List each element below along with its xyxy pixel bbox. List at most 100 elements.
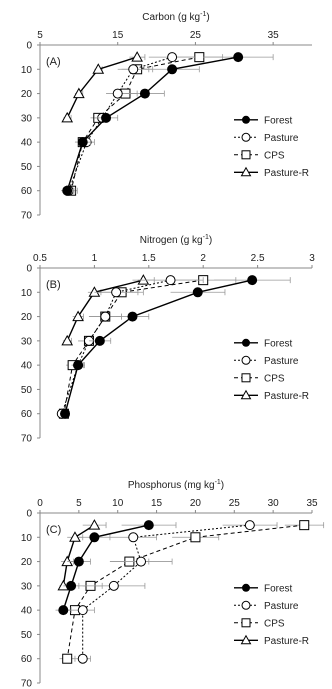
series-pasture-r	[61, 51, 146, 123]
legend-label: CPS	[264, 618, 285, 629]
y-tick-label: 70	[21, 679, 33, 689]
y-tick-label: 20	[21, 557, 33, 568]
x-tick-label: 0.5	[33, 253, 47, 264]
legend-marker	[240, 166, 252, 177]
legend-marker	[241, 618, 251, 628]
series-line	[70, 56, 200, 191]
data-point	[112, 88, 123, 99]
chart-panel-3: Phosphorus (mg kg-1) 0 5 10 15 20 25 30 35 0 10 20 3…	[21, 479, 325, 689]
series-cps	[64, 52, 224, 196]
legend-marker	[242, 583, 250, 592]
y-tick-label: 10	[21, 288, 33, 299]
y-tick-label: 50	[21, 630, 33, 641]
x-tick-label: 15	[112, 30, 124, 41]
legend-label: CPS	[264, 373, 285, 384]
y-tick-label: 0	[26, 264, 32, 275]
panel-title: Nitrogen (g kg-1)	[140, 234, 212, 246]
data-point	[88, 519, 101, 530]
series-forest	[60, 275, 291, 419]
data-point	[167, 64, 178, 75]
data-point	[61, 334, 74, 346]
series-forest	[55, 520, 177, 616]
data-point	[58, 605, 69, 616]
chart-panel-2: Nitrogen (g kg-1)0.5 1 1.5 2 2.5 301020304050…	[21, 234, 315, 445]
legend-marker	[242, 338, 250, 347]
series-line	[61, 279, 171, 414]
data-point	[194, 52, 205, 63]
panel-title-superscript: -1	[215, 479, 221, 486]
y-tick-label: 50	[21, 385, 33, 396]
data-point	[244, 520, 255, 531]
chart-panel-1: Carbon (g kg-1) 5 15 25 35 0 10 20 30 40 50 60 70 (A)…	[21, 11, 312, 222]
x-tick-label: 5	[37, 30, 43, 41]
series-pasture	[62, 52, 196, 196]
data-point	[101, 112, 112, 123]
data-point	[233, 52, 244, 63]
y-tick-label: 0	[26, 509, 32, 520]
x-tick-label: 20	[190, 498, 202, 509]
data-point	[77, 137, 88, 148]
legend: Forest Pasture CPS Pasture-R	[234, 115, 309, 179]
legend-marker	[241, 355, 251, 365]
legend-label: Pasture	[264, 601, 299, 612]
data-point	[69, 531, 81, 542]
y-tick-label: 10	[21, 65, 33, 76]
y-tick-label: 40	[21, 606, 33, 617]
series-line	[62, 524, 95, 587]
y-tick-label: 60	[21, 654, 33, 665]
data-point	[92, 63, 105, 74]
panel-title-end: )	[221, 480, 224, 491]
panel-title-superscript: -1	[203, 234, 209, 241]
data-point	[127, 311, 138, 322]
data-point	[89, 532, 100, 543]
data-point	[167, 52, 178, 63]
legend: Forest Pasture CPS Pasture-R	[234, 338, 309, 402]
y-tick-label: 60	[21, 409, 33, 420]
x-tick-label: 1.5	[142, 253, 156, 264]
data-point	[72, 310, 84, 322]
x-tick-label: 2	[200, 253, 206, 264]
series-pasture-r	[61, 274, 155, 346]
series-cps	[58, 275, 237, 419]
x-tick-label: 30	[268, 498, 280, 509]
y-tick-label: 30	[21, 113, 33, 124]
legend-label: Forest	[264, 115, 293, 126]
y-tick-label: 60	[21, 186, 33, 197]
y-tick-label: 30	[21, 336, 33, 347]
x-tick-label: 5	[76, 498, 82, 509]
data-point	[73, 87, 85, 99]
data-point	[131, 51, 143, 62]
data-point	[57, 579, 70, 591]
legend-marker	[240, 389, 252, 400]
y-tick-label: 30	[21, 581, 33, 592]
x-tick-label: 3	[309, 253, 315, 264]
panel-title: Phosphorus (mg kg-1)	[128, 479, 224, 491]
x-tick-label: 25	[190, 30, 202, 41]
x-tick-label: 0	[37, 498, 43, 509]
y-tick-label: 70	[21, 211, 33, 222]
data-point	[108, 580, 119, 591]
series-pasture	[71, 520, 278, 664]
x-tick-label: 2.5	[251, 253, 265, 264]
panel-title-text: Nitrogen (g kg	[140, 235, 203, 246]
data-point	[137, 274, 150, 285]
y-tick-label: 20	[21, 312, 33, 323]
data-point	[77, 653, 88, 664]
legend: Forest Pasture CPS Pasture-R	[234, 583, 309, 647]
data-point	[77, 605, 88, 616]
data-point	[62, 185, 73, 196]
legend-marker	[241, 600, 251, 610]
data-point	[190, 532, 201, 543]
y-tick-label: 50	[21, 162, 33, 173]
y-tick-label: 0	[26, 41, 32, 52]
x-tick-label: 35	[306, 498, 318, 509]
x-tick-label: 10	[112, 498, 124, 509]
x-tick-label: 35	[268, 30, 280, 41]
legend-label: Pasture-R	[264, 636, 309, 647]
y-tick-label: 40	[21, 361, 33, 372]
legend-marker	[241, 132, 251, 142]
panel-title: Carbon (g kg-1)	[142, 11, 209, 23]
series-line	[66, 56, 239, 191]
series-line	[66, 524, 305, 659]
